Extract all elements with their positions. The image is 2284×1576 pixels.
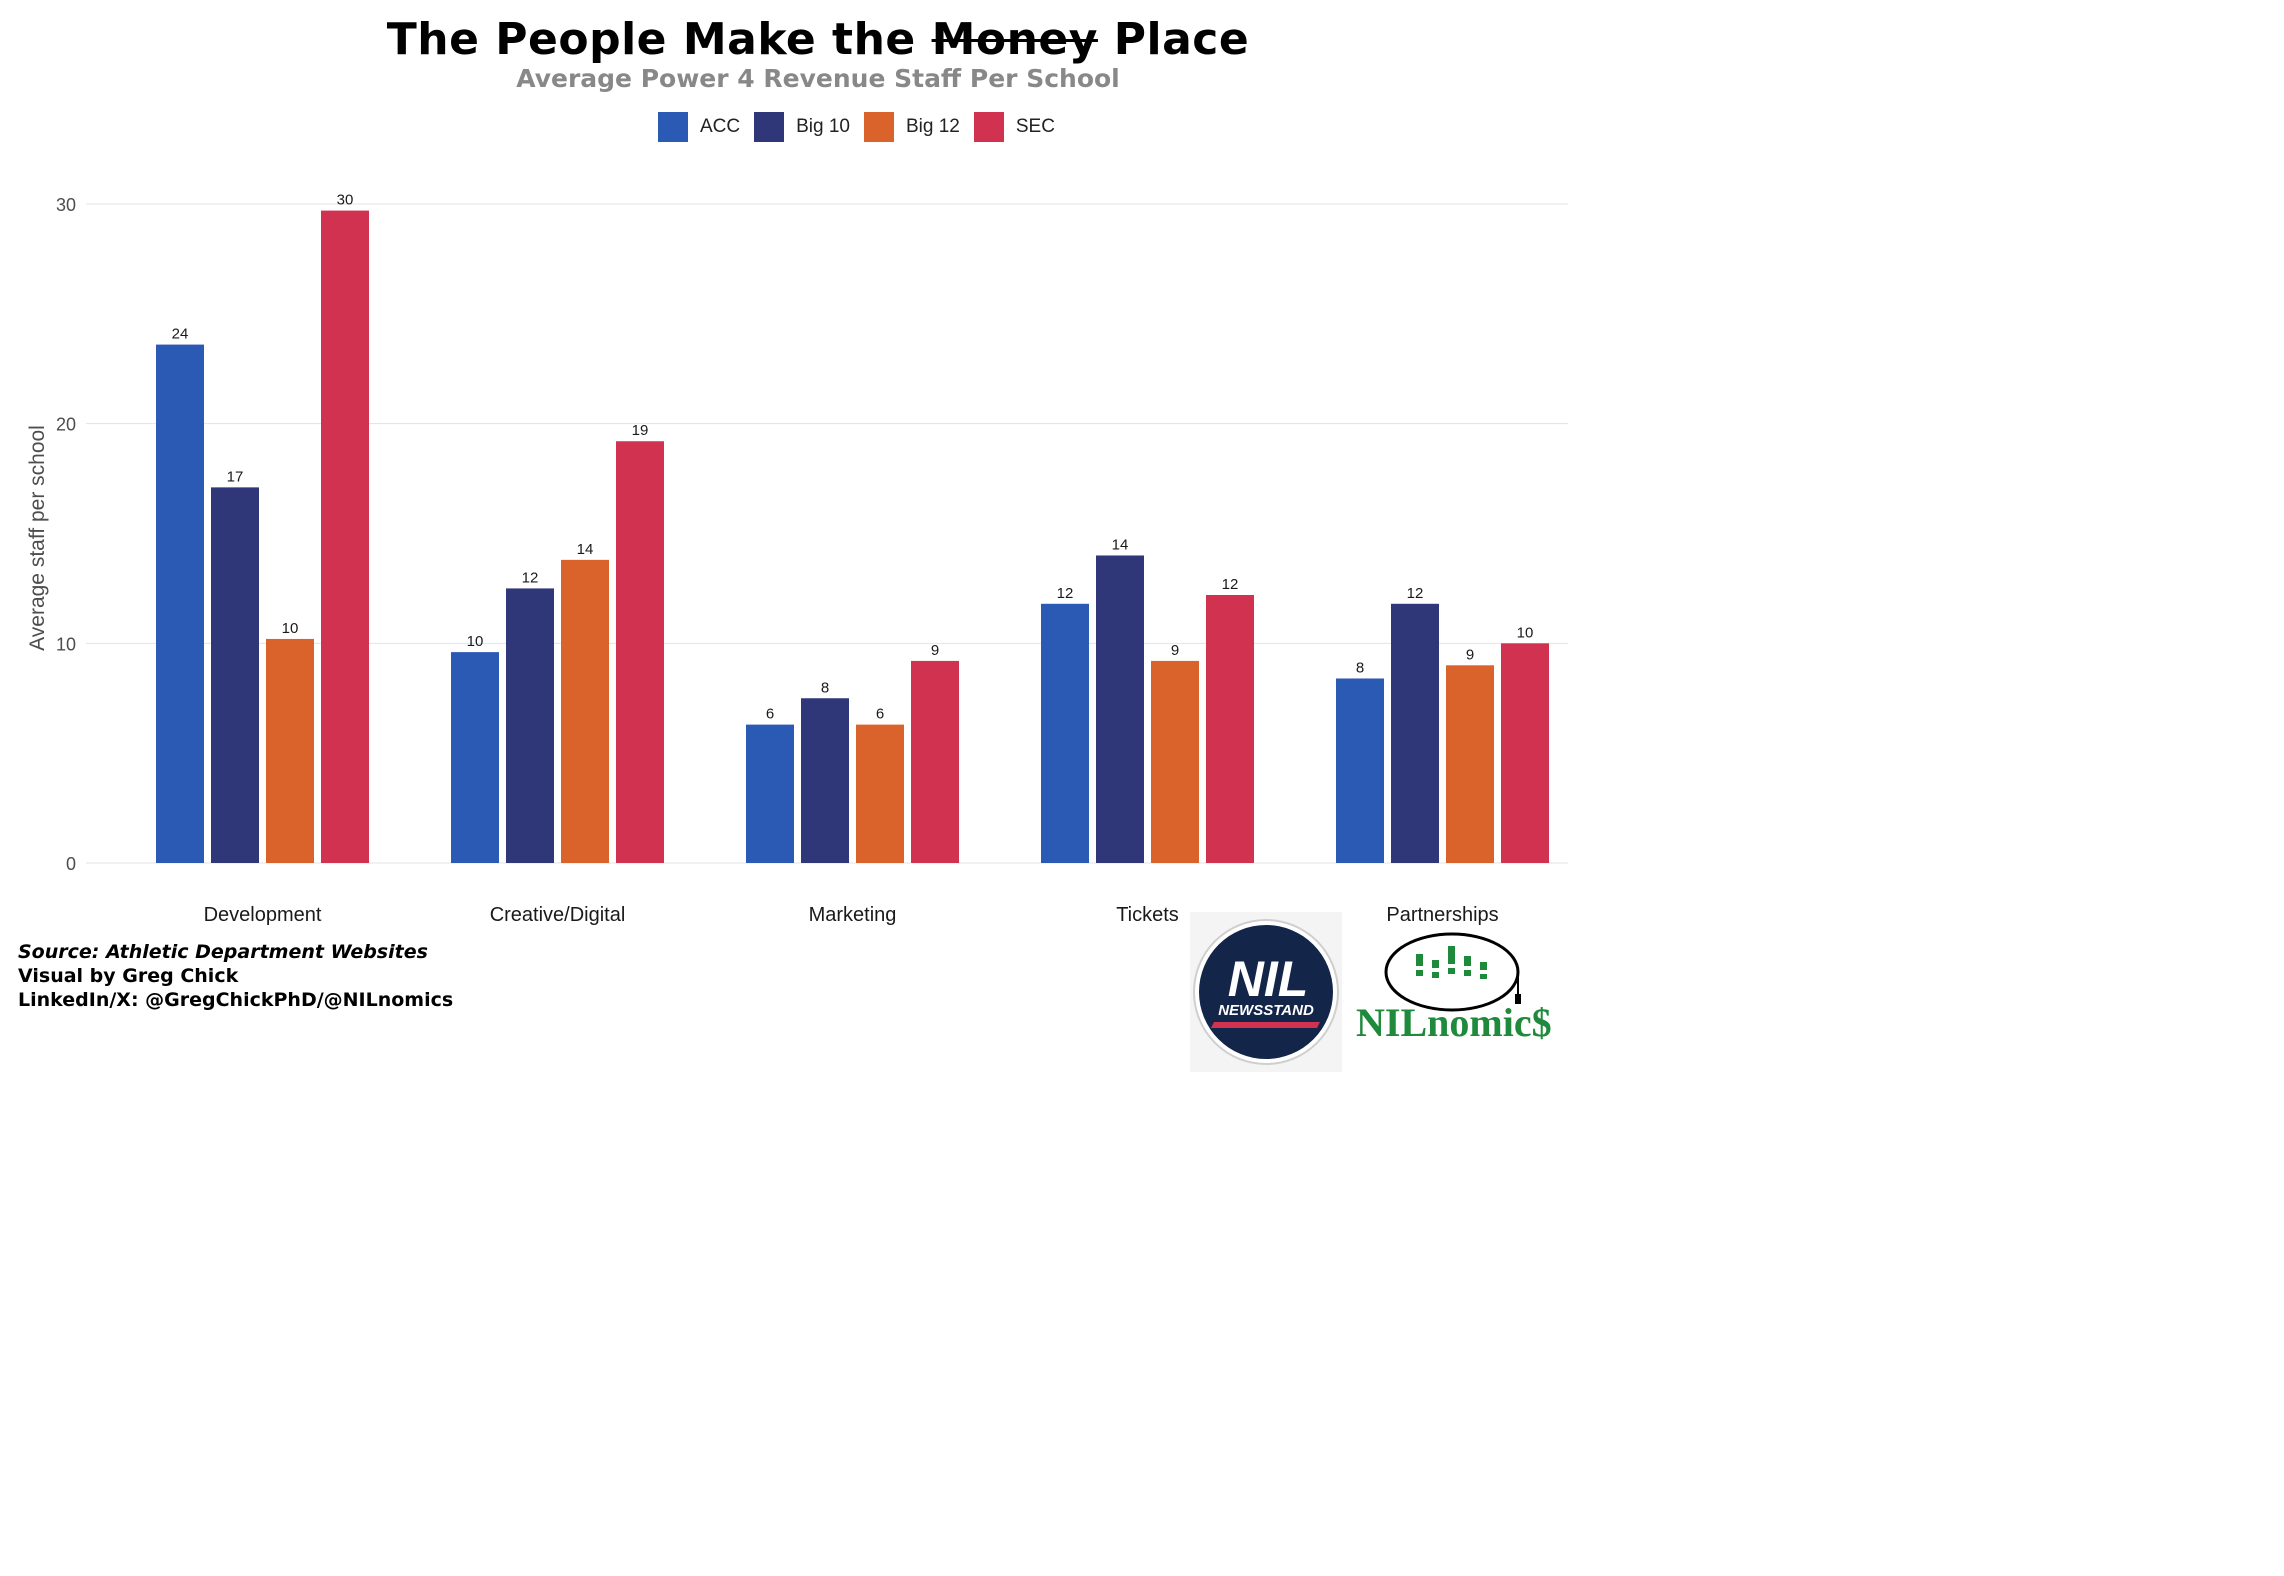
bar-creative-digital-sec <box>616 441 664 863</box>
x-tick-label-development: Development <box>204 904 322 926</box>
bar-tickets-acc <box>1041 603 1089 863</box>
x-axis-ticks: Development Creative/Digital Marketing Tick… <box>204 904 1499 926</box>
data-label-marketing-sec: 9 <box>931 642 939 659</box>
data-label-development-acc: 24 <box>172 326 189 343</box>
bar-tickets-sec <box>1206 595 1254 863</box>
bar-tickets-big10 <box>1096 555 1144 863</box>
bar-marketing-big12 <box>856 724 904 863</box>
legend: ACC Big 10 Big 12 SEC <box>658 112 1069 142</box>
bar-development-big12 <box>266 638 314 863</box>
legend-label-big12: Big 12 <box>906 116 960 137</box>
nilnomics-wordmark: NILnomic$ <box>1356 1000 1552 1045</box>
legend-label-acc: ACC <box>700 116 741 137</box>
bar-development-big10 <box>211 487 259 863</box>
data-label-partnerships-acc: 8 <box>1356 659 1364 676</box>
data-label-tickets-big12: 9 <box>1171 642 1179 659</box>
legend-item-big10: Big 10 <box>754 112 850 142</box>
data-label-creative-digital-big10: 12 <box>522 569 539 586</box>
bars <box>156 210 1549 864</box>
data-label-development-big12: 10 <box>282 620 299 637</box>
nil-logo-stripe <box>1211 1022 1320 1028</box>
title-part-2: Place <box>1097 14 1250 65</box>
y-tick-label-0: 0 <box>66 854 76 874</box>
bar-tickets-big12 <box>1151 660 1199 863</box>
data-label-tickets-big10: 14 <box>1112 536 1129 553</box>
data-labels: 24 17 10 30 10 12 14 19 6 8 6 9 12 14 9 12 8 12 9 10 <box>172 192 1534 723</box>
bar-marketing-acc <box>746 724 794 863</box>
y-tick-label-20: 20 <box>56 415 76 435</box>
caption-source: Source: Athletic Department Websites <box>18 941 428 963</box>
bar-chart-icon <box>1416 946 1487 979</box>
data-label-development-sec: 30 <box>337 192 354 209</box>
x-tick-label-tickets: Tickets <box>1116 904 1179 926</box>
nil-logo-text: NIL <box>1228 951 1309 1007</box>
legend-label-sec: SEC <box>1015 116 1055 137</box>
caption-social: LinkedIn/X: @GregChickPhD/@NILnomics <box>18 989 454 1011</box>
data-label-creative-digital-big12: 14 <box>577 541 594 558</box>
data-label-marketing-big10: 8 <box>821 679 829 696</box>
data-label-partnerships-big10: 12 <box>1407 585 1424 602</box>
data-label-development-big10: 17 <box>227 468 244 485</box>
bar-partnerships-acc <box>1336 678 1384 863</box>
data-label-marketing-big12: 6 <box>876 706 884 723</box>
legend-item-big12: Big 12 <box>864 112 960 142</box>
chart-subtitle: Average Power 4 Revenue Staff Per School <box>516 64 1120 93</box>
bar-marketing-sec <box>911 660 959 863</box>
y-axis-title: Average staff per school <box>26 425 49 651</box>
chart-canvas: 0 10 20 30 24 17 10 30 10 12 14 19 6 8 6 9 12 14 9 12 8 12 9 1… <box>56 192 1568 926</box>
legend-swatch-big12 <box>864 112 894 142</box>
nilnomics-logo: NILnomic$ <box>1356 932 1552 1045</box>
bar-creative-digital-big10 <box>506 588 554 863</box>
y-axis-ticks: 0 10 20 30 <box>56 195 76 874</box>
title-struck-word: Money <box>931 14 1098 65</box>
bar-creative-digital-big12 <box>561 559 609 863</box>
x-tick-label-creative-digital: Creative/Digital <box>490 904 626 926</box>
data-label-partnerships-sec: 10 <box>1517 624 1534 641</box>
data-label-creative-digital-sec: 19 <box>632 422 649 439</box>
y-tick-label-10: 10 <box>56 634 76 654</box>
x-tick-label-marketing: Marketing <box>809 904 897 926</box>
data-label-creative-digital-acc: 10 <box>467 633 484 650</box>
data-label-tickets-acc: 12 <box>1057 585 1074 602</box>
data-label-partnerships-big12: 9 <box>1466 646 1474 663</box>
bar-marketing-big10 <box>801 698 849 863</box>
data-label-tickets-sec: 12 <box>1222 576 1239 593</box>
y-tick-label-30: 30 <box>56 195 76 215</box>
caption-visual-by: Visual by Greg Chick <box>18 965 239 987</box>
bar-partnerships-big12 <box>1446 665 1494 863</box>
bar-partnerships-big10 <box>1391 603 1439 863</box>
caption: Source: Athletic Department Websites Vis… <box>18 940 453 1012</box>
chart-title: The People Make the Money Place <box>0 14 1636 65</box>
legend-label-big10: Big 10 <box>796 116 850 137</box>
bar-development-acc <box>156 344 204 863</box>
legend-item-sec: SEC <box>973 112 1055 142</box>
bar-creative-digital-acc <box>451 652 499 863</box>
bar-development-sec <box>321 210 369 864</box>
legend-swatch-big10 <box>754 112 785 142</box>
legend-swatch-sec <box>973 112 1004 142</box>
x-tick-label-partnerships: Partnerships <box>1386 904 1498 926</box>
bar-partnerships-sec <box>1501 643 1549 863</box>
legend-item-acc: ACC <box>658 112 740 142</box>
legend-swatch-acc <box>658 112 688 142</box>
title-part-1: The People Make the <box>386 14 932 65</box>
newsstand-logo-text: NEWSSTAND <box>1218 1002 1314 1019</box>
data-label-marketing-acc: 6 <box>766 706 774 723</box>
nil-newsstand-logo: NIL NEWSSTAND <box>1190 912 1342 1072</box>
